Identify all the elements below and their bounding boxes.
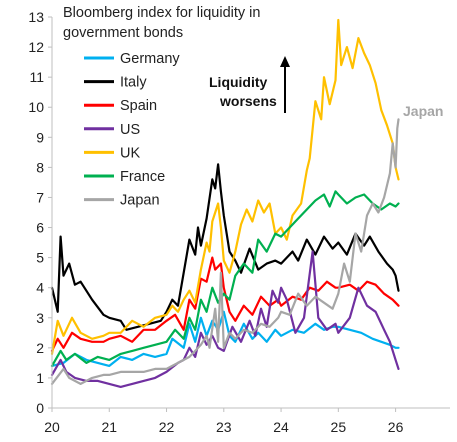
x-tick-label: 24 bbox=[273, 419, 289, 435]
legend-label-italy: Italy bbox=[120, 75, 147, 91]
legend-label-uk: UK bbox=[120, 145, 140, 161]
x-tick-label: 21 bbox=[101, 419, 117, 435]
series-line-spain bbox=[50, 256, 400, 352]
legend-label-japan: Japan bbox=[120, 193, 160, 209]
y-tick-label: 10 bbox=[28, 99, 44, 115]
series-line-japan bbox=[50, 118, 400, 385]
y-tick-label: 5 bbox=[36, 250, 44, 266]
series-line-italy bbox=[50, 163, 400, 331]
annotation-line-1: Liquidity bbox=[209, 74, 268, 90]
y-tick-label: 3 bbox=[36, 310, 44, 326]
y-tick-label: 13 bbox=[28, 9, 44, 25]
x-tick-label: 20 bbox=[44, 419, 60, 435]
title-line-2: government bonds bbox=[63, 25, 183, 41]
series-line-france bbox=[50, 190, 400, 367]
y-tick-label: 9 bbox=[36, 129, 44, 145]
legend-label-us: US bbox=[120, 122, 140, 138]
y-tick-label: 2 bbox=[36, 340, 44, 356]
legend-label-germany: Germany bbox=[120, 51, 180, 67]
title: Bloomberg index for liquidity in governm… bbox=[63, 5, 260, 41]
series-line-uk bbox=[50, 18, 400, 355]
x-tick-label: 26 bbox=[388, 419, 404, 435]
y-tick-label: 6 bbox=[36, 220, 44, 236]
annotation-arrow-head bbox=[280, 56, 290, 67]
japan-end-label: Japan bbox=[403, 103, 443, 119]
legend: Germany Italy Spain US UK France Japan bbox=[84, 51, 180, 209]
x-tick-label: 23 bbox=[216, 419, 232, 435]
x-tick-label: 22 bbox=[159, 419, 175, 435]
annotation-line-2: worsens bbox=[219, 93, 277, 109]
legend-label-spain: Spain bbox=[120, 98, 157, 114]
y-tick-label: 12 bbox=[28, 39, 44, 55]
y-tick-label: 4 bbox=[36, 280, 44, 296]
title-line-1: Bloomberg index for liquidity in bbox=[63, 5, 260, 21]
y-tick-label: 11 bbox=[29, 69, 44, 85]
y-tick-label: 8 bbox=[36, 159, 44, 175]
y-tick-label: 0 bbox=[36, 400, 44, 416]
legend-label-france: France bbox=[120, 169, 165, 185]
x-tick-label: 25 bbox=[331, 419, 347, 435]
annotation: Liquidity worsens bbox=[209, 56, 290, 113]
y-tick-label: 1 bbox=[36, 370, 44, 386]
y-tick-label: 7 bbox=[36, 189, 44, 205]
series-layer bbox=[50, 18, 400, 388]
